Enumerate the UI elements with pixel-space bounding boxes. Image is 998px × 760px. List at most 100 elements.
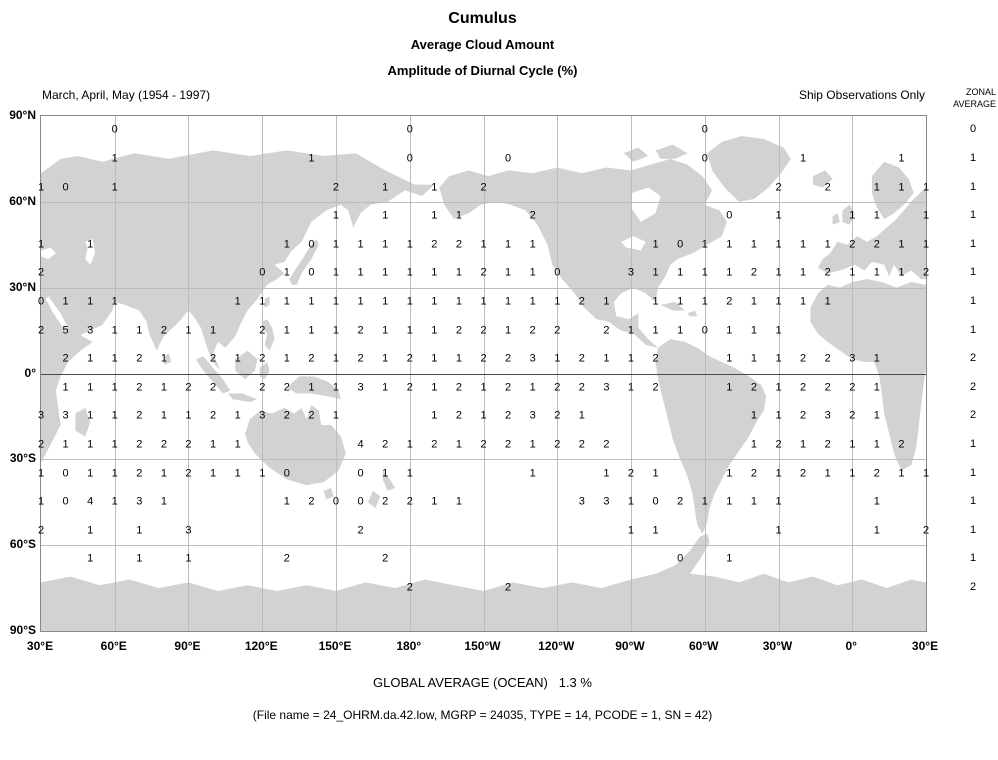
landmass-east-africa [41,284,93,463]
grid-value: 2 [554,438,561,451]
grid-value: 1 [87,467,94,480]
grid-value: 1 [332,352,340,365]
landmass-new-zealand-north [382,470,395,491]
grid-value: 1 [185,409,192,422]
grid-value: 1 [849,467,856,480]
zonal-average-value: 2 [969,352,977,365]
grid-value: 1 [382,295,389,308]
grid-value: 3 [185,524,192,537]
grid-value: 3 [578,495,585,508]
grid-value: 0 [726,209,733,222]
grid-value: 1 [136,324,143,337]
grid-value: 1 [873,181,880,194]
grid-value: 1 [824,467,831,480]
landmass-tasmania [323,487,334,500]
grid-value: 2 [873,238,880,251]
grid-value: 5 [62,324,69,337]
zonal-average-value: 2 [969,581,977,594]
grid-value: 2 [136,438,143,451]
grid-value: 2 [505,352,512,365]
grid-value: 1 [431,495,438,508]
landmass-europe [817,187,926,280]
latitude-axis: 90°N 60°N 30°N 0° 30°S 60°S 90°S [0,108,36,637]
grid-value: 1 [701,266,708,279]
grid-value: 0 [308,266,315,279]
grid-value: 1 [111,152,118,165]
grid-value: 2 [603,438,610,451]
grid-value: 1 [849,438,856,451]
grid-value: 1 [652,238,659,251]
grid-value: 2 [505,438,512,451]
season-period-label: March, April, May (1954 - 1997) [42,88,211,102]
grid-value: 1 [87,438,94,451]
lat-gridline [41,201,926,203]
grid-value: 1 [701,238,708,251]
file-info-label: (File name = 24_OHRM.da.42.low, MGRP = 2… [252,708,713,722]
grid-value: 2 [455,381,462,394]
grid-value: 2 [136,409,143,422]
zonal-average-value: 2 [969,409,977,422]
ship-observations-label: Ship Observations Only [798,88,925,102]
grid-value: 1 [627,524,635,537]
grid-value: 1 [308,381,315,394]
grid-value: 1 [627,324,635,337]
grid-value: 2 [382,495,389,508]
grid-value: 1 [185,324,192,337]
grid-value: 1 [431,266,438,279]
grid-value: 1 [62,381,69,394]
landmass-south-america [655,339,767,534]
grid-value: 2 [554,324,561,337]
grid-value: 2 [357,352,364,365]
grid-value: 1 [382,181,389,194]
grid-value: 2 [578,352,585,365]
grid-value: 1 [775,409,782,422]
grid-value: 1 [578,409,585,422]
grid-value: 0 [62,495,69,508]
grid-value: 2 [800,467,807,480]
zonal-header-line2: AVERAGE [953,99,996,109]
grid-value: 3 [529,409,536,422]
grid-value: 1 [873,209,880,222]
grid-value: 1 [701,295,708,308]
lat-axis-label: 30°S [9,451,36,466]
hudson-bay [631,187,661,222]
landmass-eurasia [41,150,435,371]
grid-value: 1 [111,381,118,394]
grid-value: 0 [308,238,315,251]
grid-value: 2 [800,409,807,422]
equator-gridline [41,373,926,375]
grid-value: 1 [898,181,905,194]
grid-value: 1 [283,495,290,508]
grid-value: 1 [652,524,659,537]
grid-value: 2 [578,381,585,394]
lat-gridline [41,459,926,461]
grid-value: 1 [824,295,831,308]
lat-gridline [41,545,926,547]
grid-value: 2 [480,438,487,451]
grid-value: 2 [529,324,536,337]
grid-value: 1 [431,181,438,194]
grid-value: 0 [332,495,340,508]
black-sea [41,247,56,260]
zonal-average-value: 1 [969,237,977,250]
grid-value: 1 [922,238,930,251]
grid-value: 2 [283,381,290,394]
grid-value: 1 [873,266,880,279]
grid-value: 1 [750,438,757,451]
grid-value: 1 [406,266,413,279]
grid-value: 1 [775,381,782,394]
grid-value: 1 [283,352,290,365]
grid-value: 1 [652,324,659,337]
grid-value: 1 [406,438,413,451]
zonal-average-value: 1 [969,209,977,222]
grid-value: 4 [357,438,364,451]
grid-value: 4 [87,495,94,508]
lat-axis-label: 0° [24,365,36,380]
grid-value: 2 [455,238,462,251]
grid-value: 2 [406,581,413,594]
grid-value: 1 [136,524,143,537]
grid-value: 1 [234,352,241,365]
grid-value: 1 [406,238,413,251]
grid-value: 0 [357,495,364,508]
grid-value: 1 [357,266,364,279]
